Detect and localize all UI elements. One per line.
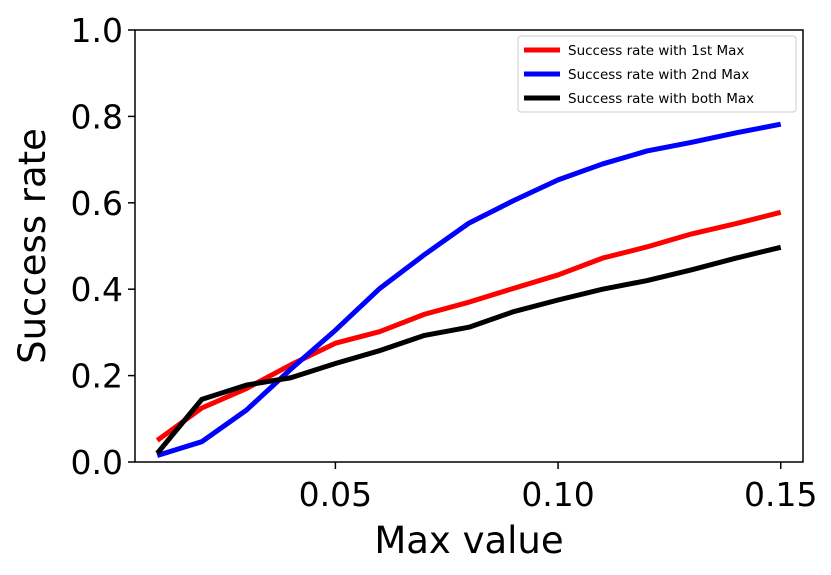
- legend: Success rate with 1st Max Success rate wi…: [517, 35, 797, 113]
- ticks-layer: 0.05 0.10 0.15 0.0 0.2 0.4 0.6 0.8 1.0: [71, 11, 818, 514]
- legend-label-3: Success rate with both Max: [568, 91, 754, 107]
- x-tick-label: 0.05: [299, 475, 372, 514]
- legend-label-2: Success rate with 2nd Max: [568, 67, 749, 83]
- x-axis-label: Max value: [374, 519, 563, 562]
- y-tick-label: 0.0: [71, 443, 123, 482]
- x-tick-label: 0.15: [744, 475, 817, 514]
- series-line-3: [155, 244, 782, 455]
- y-tick-label: 0.2: [71, 357, 123, 396]
- legend-label-1: Success rate with 1st Max: [568, 43, 744, 59]
- y-axis-label: Success rate: [11, 128, 54, 364]
- y-tick-label: 0.8: [71, 97, 123, 136]
- series-line-2: [156, 121, 782, 458]
- legend-box: [517, 35, 797, 113]
- y-tick-label: 0.4: [71, 270, 123, 309]
- y-tick-label: 1.0: [71, 11, 123, 50]
- x-tick-label: 0.10: [521, 475, 594, 514]
- series-layer: [155, 121, 782, 458]
- y-tick-label: 0.6: [71, 184, 123, 223]
- plot-frame: [134, 29, 804, 463]
